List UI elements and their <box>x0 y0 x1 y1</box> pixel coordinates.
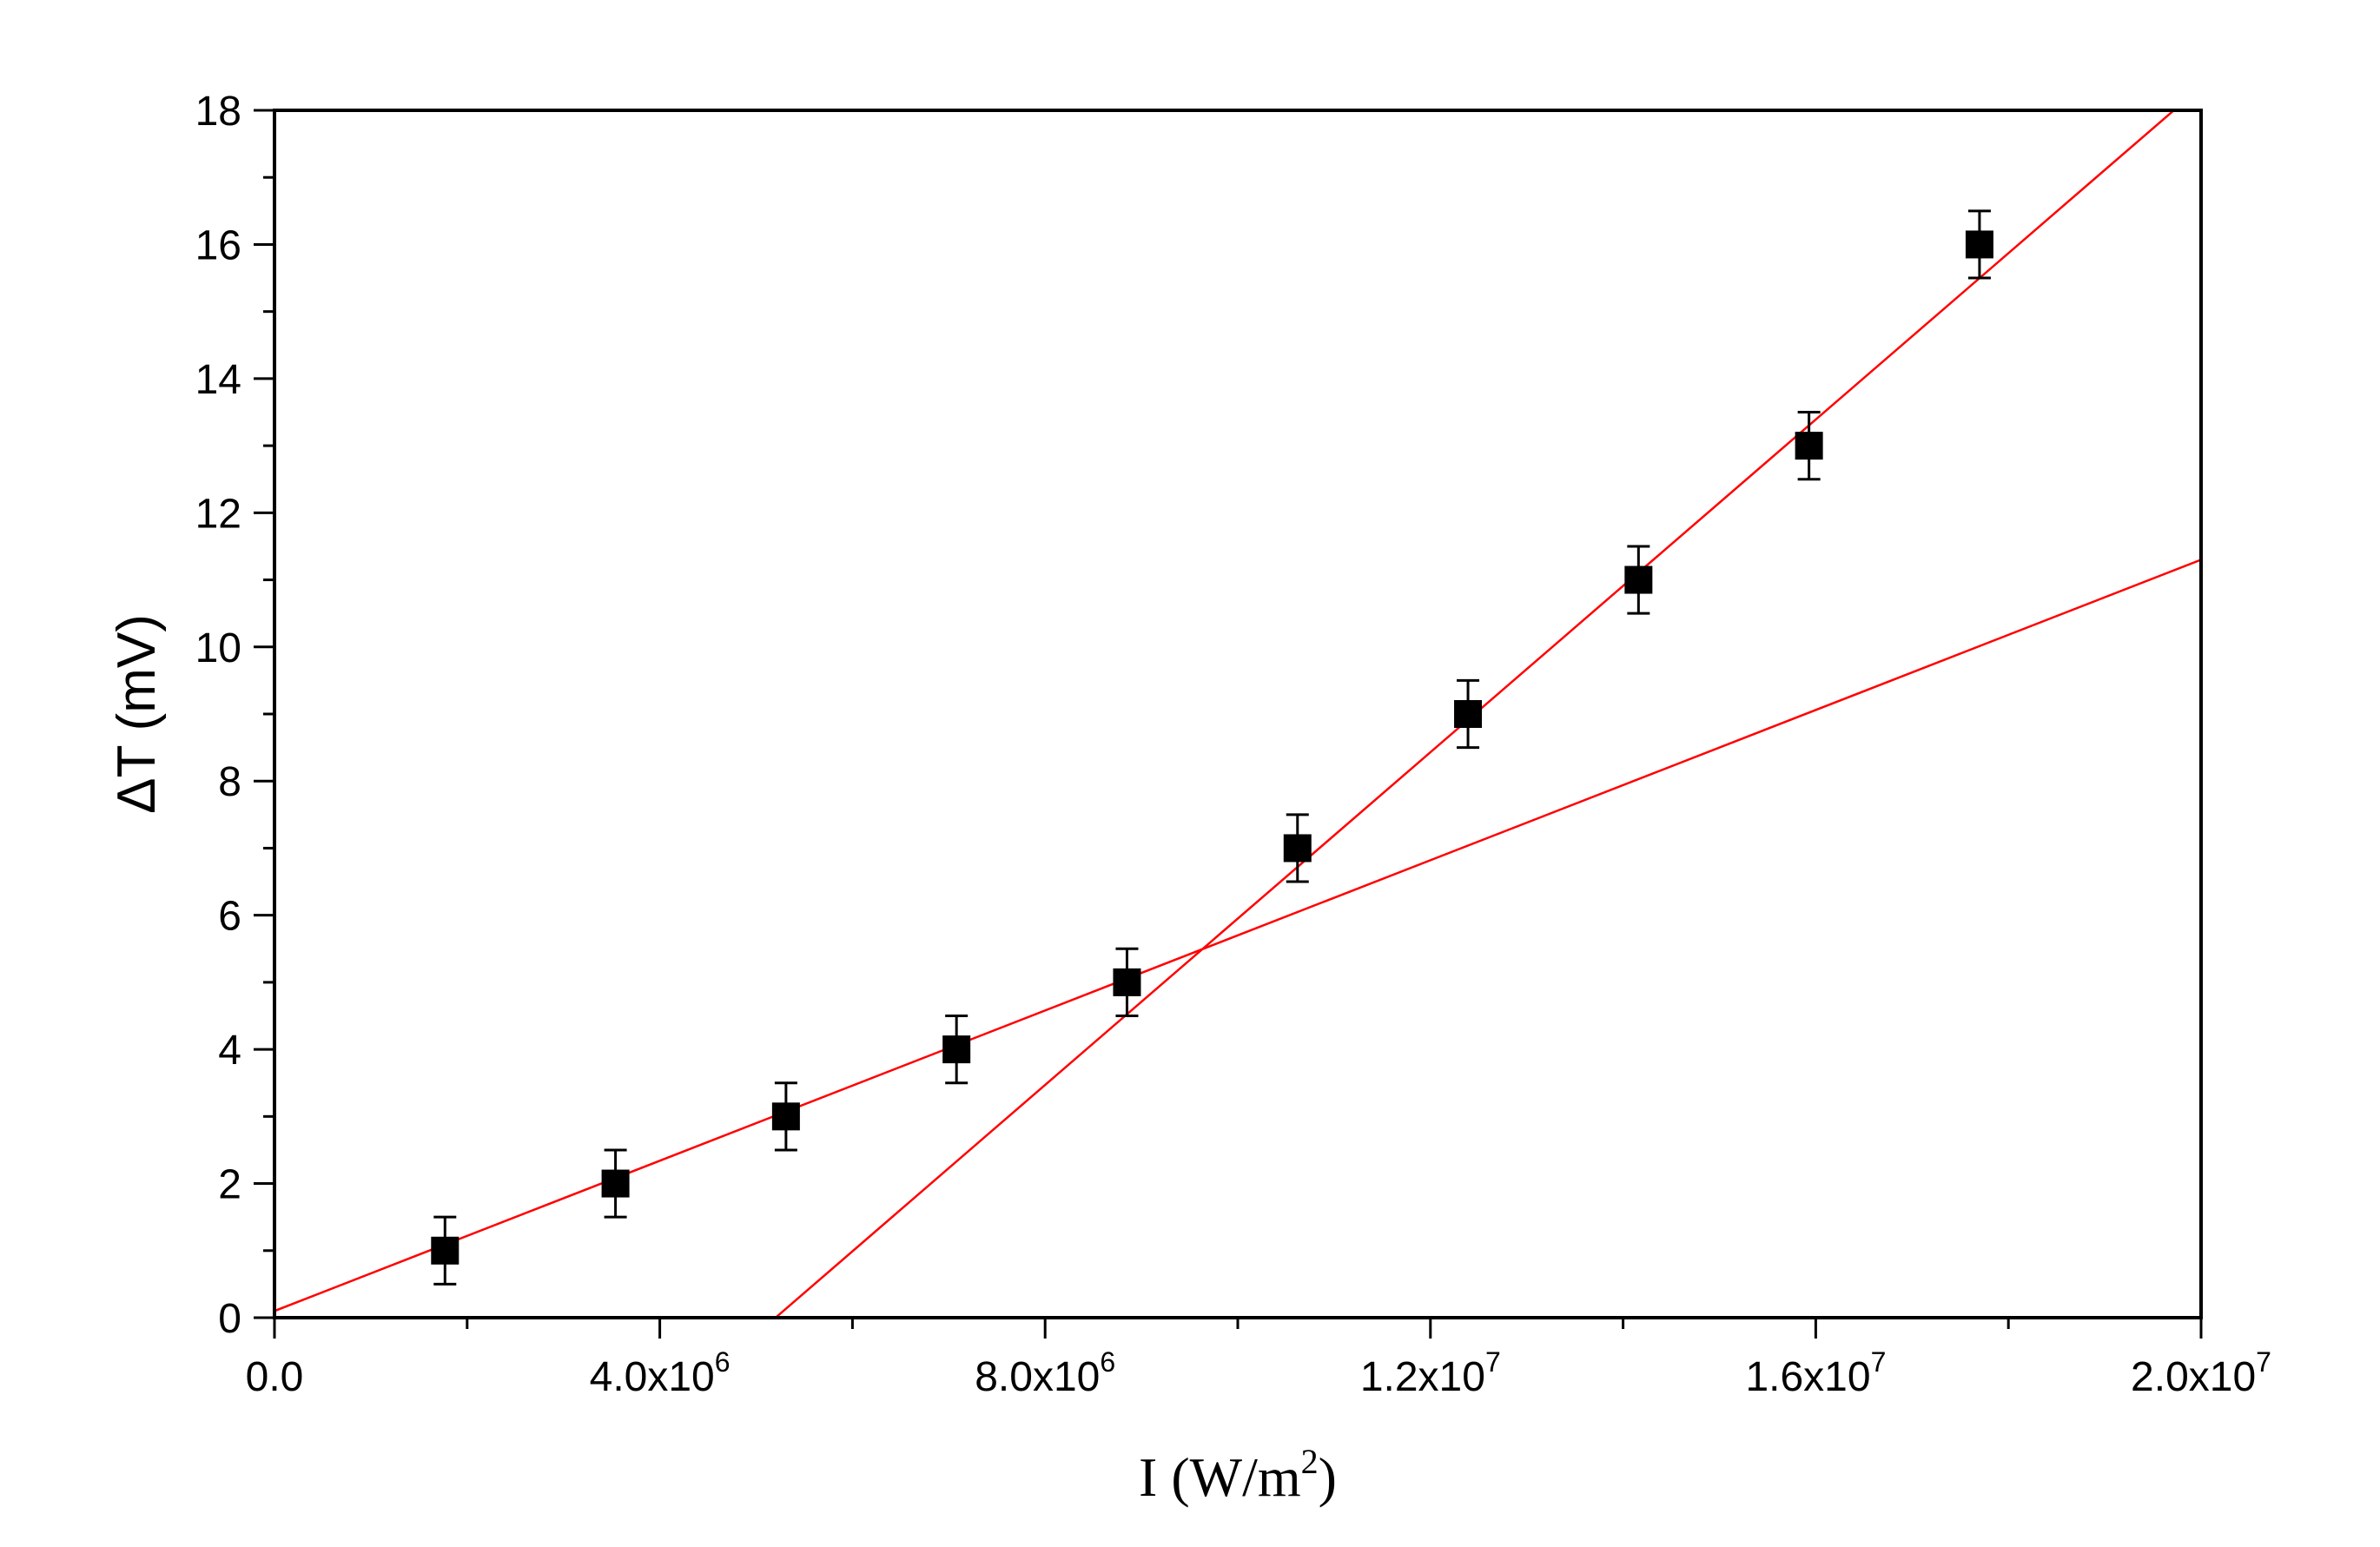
y-tick-label: 18 <box>195 89 241 135</box>
axis-ticks: 0.0 4.0x106 8.0x106 1.2x107 1.6x107 2.0x107 0 2… <box>195 89 2271 1400</box>
y-tick-label: 4 <box>218 1028 241 1074</box>
x-tick-label: 8.0x106 <box>975 1346 1115 1400</box>
y-tick-label: 16 <box>195 222 241 268</box>
data-point <box>431 1236 459 1265</box>
data-point <box>1965 230 1993 259</box>
x-tick-label: 1.6x107 <box>1745 1346 1886 1400</box>
data-point <box>601 1169 630 1198</box>
y-tick-label: 6 <box>218 894 241 940</box>
y-tick-label: 14 <box>195 357 241 403</box>
y-tick-label: 12 <box>195 491 241 537</box>
data-point <box>1454 700 1483 728</box>
x-tick-label: 2.0x107 <box>2131 1346 2271 1400</box>
x-tick-label: 0.0 <box>246 1354 304 1400</box>
y-tick-label: 0 <box>218 1296 241 1342</box>
x-tick-label: 1.2x107 <box>1360 1346 1501 1400</box>
x-axis-title: I (W/m2) <box>1139 1442 1337 1508</box>
data-point <box>771 1102 800 1131</box>
fit-line-1 <box>274 559 2201 1312</box>
plot-frame <box>273 109 2203 1319</box>
fit-lines <box>274 110 2201 1318</box>
data-point <box>1113 968 1141 996</box>
x-tick-label: 4.0x106 <box>590 1346 731 1400</box>
y-axis-title: ΔT (mV) <box>107 614 167 814</box>
data-point <box>942 1035 971 1064</box>
error-bars <box>433 209 1991 1286</box>
data-point <box>1283 834 1312 863</box>
fit-line-2 <box>774 110 2176 1318</box>
y-tick-label: 10 <box>195 625 241 671</box>
y-tick-label: 2 <box>218 1162 241 1208</box>
data-point <box>1624 565 1653 594</box>
data-points <box>431 230 1993 1265</box>
y-tick-label: 8 <box>218 759 241 805</box>
data-point <box>1795 432 1823 460</box>
